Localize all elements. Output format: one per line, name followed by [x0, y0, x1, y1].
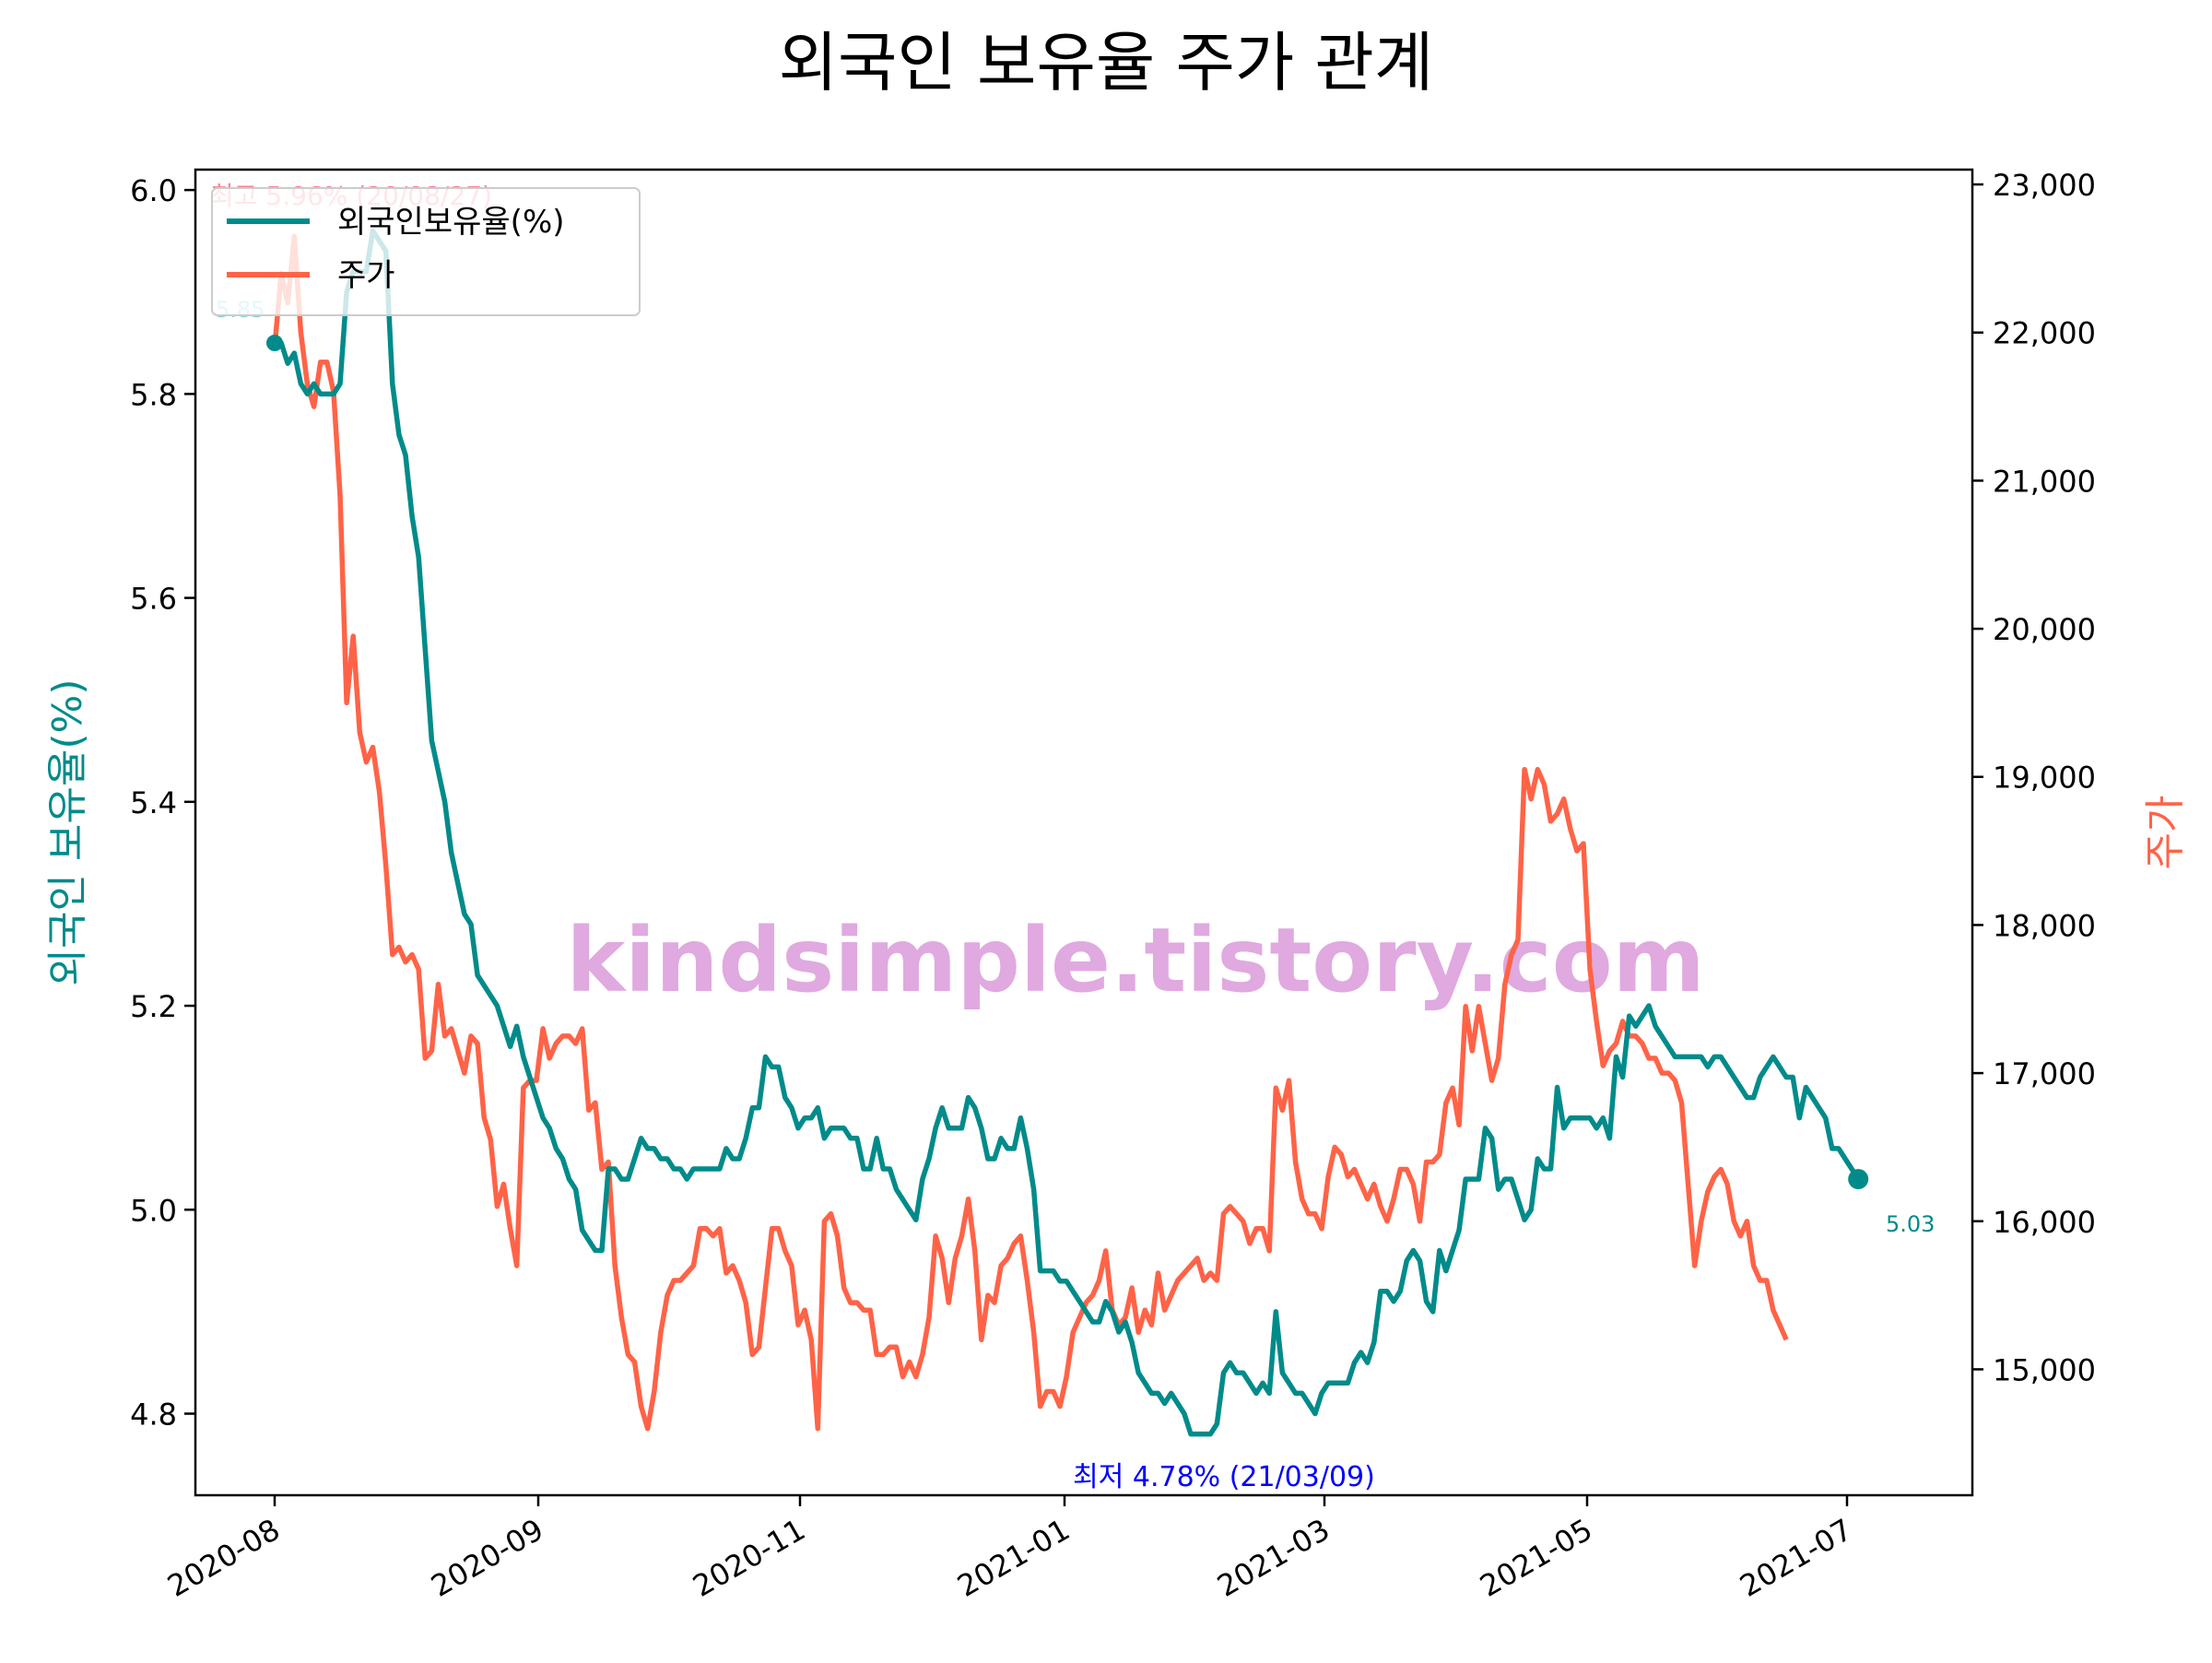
plot-frame: [194, 168, 1974, 1497]
legend-box: [211, 187, 641, 316]
x-tick-label: 2020-11: [687, 1512, 811, 1604]
x-tick-label: 2021-07: [1734, 1512, 1858, 1604]
y-left-tick-label: 5.6: [130, 582, 177, 617]
y-right-tick-label: 23,000: [1993, 168, 2096, 203]
y-right-tick-label: 21,000: [1993, 464, 2096, 499]
y-left-tick-label: 5.0: [130, 1193, 177, 1228]
x-tick-label: 2020-09: [425, 1512, 549, 1604]
x-tick-label: 2021-01: [951, 1512, 1076, 1604]
y-right-tick-label: 18,000: [1993, 908, 2096, 943]
legend-label-ratio: 외국인보유율(%): [337, 204, 565, 241]
y-right-tick-label: 22,000: [1993, 316, 2096, 351]
legend-label-price: 주가: [337, 257, 395, 294]
end-value-annotation: 5.03: [1886, 1211, 1935, 1237]
y-axis-right-label: 주가: [2142, 796, 2189, 870]
x-tick-label: 2020-08: [161, 1512, 286, 1604]
series-line-ratio: [275, 228, 1861, 1437]
right-axis-ticks: 15,000 16,000 17,000 18,000 19,000 20,000 21,0…: [1972, 168, 2096, 1387]
y-left-tick-label: 6.0: [130, 173, 177, 208]
y-axis-left-label: 외국인 보유율(%): [44, 678, 91, 985]
x-tick-label: 2021-05: [1474, 1512, 1598, 1604]
left-axis-ticks: 4.8 5.0 5.2 5.4 5.6 5.8 6.0: [130, 173, 195, 1433]
y-right-tick-label: 20,000: [1993, 612, 2096, 647]
chart-title: 외국인 보유율 주가 관계: [779, 25, 1434, 100]
x-axis-ticks: 2020-08 2020-09 2020-11 2021-01 2021-03 2021-…: [161, 1495, 1858, 1604]
series-line-price: [272, 233, 1789, 1432]
y-left-tick-label: 4.8: [130, 1398, 177, 1433]
x-tick-label: 2021-03: [1211, 1512, 1335, 1604]
watermark-text: kindsimple.tistory.com: [566, 909, 1704, 1012]
ratio-start-point: [266, 335, 283, 352]
legend: 외국인보유율(%) 주가: [211, 187, 641, 316]
y-left-tick-label: 5.2: [130, 989, 177, 1024]
y-left-tick-label: 5.8: [130, 377, 177, 412]
y-right-tick-label: 16,000: [1993, 1205, 2096, 1240]
y-left-tick-label: 5.4: [130, 785, 177, 820]
y-right-tick-label: 17,000: [1993, 1056, 2096, 1091]
ratio-end-point: [1848, 1169, 1869, 1190]
y-right-tick-label: 19,000: [1993, 761, 2096, 796]
y-right-tick-label: 15,000: [1993, 1352, 2096, 1387]
min-annotation: 최저 4.78% (21/03/09): [1073, 1461, 1375, 1493]
